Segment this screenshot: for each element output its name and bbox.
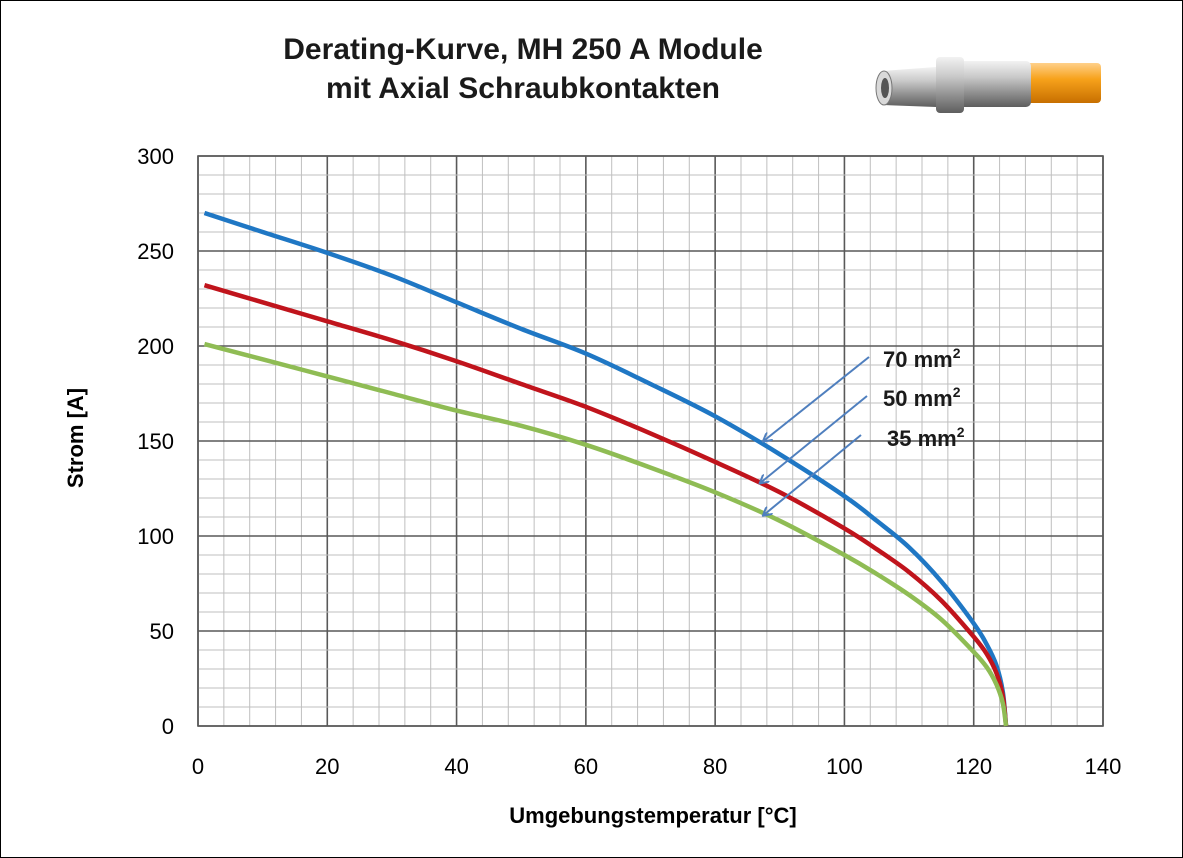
annotation-arrow: [764, 434, 862, 515]
y-tick-label: 50: [150, 619, 174, 644]
annotation-label: 70 mm2: [883, 345, 961, 372]
chart-series: [203, 210, 1009, 727]
annotation-label: 35 mm2: [887, 424, 965, 451]
annotation-arrow: [760, 395, 868, 483]
x-tick-label: 140: [1085, 754, 1122, 779]
plot-area-border: [197, 155, 1104, 727]
chart-tick-labels: 0 20 40 60 80 100 120 140 0 50 100 150 200 250 300: [137, 144, 1121, 779]
chart-annotations: 70 mm2 50 mm2 35 mm2: [760, 345, 965, 515]
y-tick-label: 250: [137, 239, 174, 264]
y-tick-label: 100: [137, 524, 174, 549]
x-tick-label: 60: [574, 754, 598, 779]
x-tick-label: 120: [955, 754, 992, 779]
x-tick-label: 40: [444, 754, 468, 779]
connector-image: [875, 57, 1101, 113]
chart-grid: [197, 155, 1104, 727]
x-tick-label: 20: [315, 754, 339, 779]
chart-title-line-2: mit Axial Schraubkontakten: [326, 72, 720, 105]
annotation-label: 50 mm2: [883, 384, 961, 411]
y-tick-label: 0: [162, 714, 174, 739]
x-tick-label: 0: [192, 754, 204, 779]
x-tick-label: 80: [703, 754, 727, 779]
x-axis-label: Umgebungstemperatur [°C]: [509, 803, 796, 828]
y-tick-label: 300: [137, 144, 174, 169]
x-tick-label: 100: [826, 754, 863, 779]
y-tick-label: 150: [137, 429, 174, 454]
series-line-1: [203, 210, 1009, 727]
chart-title-line-1: Derating-Kurve, MH 250 A Module: [283, 33, 763, 66]
annotation-arrow: [764, 356, 870, 441]
y-tick-label: 200: [137, 334, 174, 359]
y-axis-label: Strom [A]: [63, 388, 88, 488]
